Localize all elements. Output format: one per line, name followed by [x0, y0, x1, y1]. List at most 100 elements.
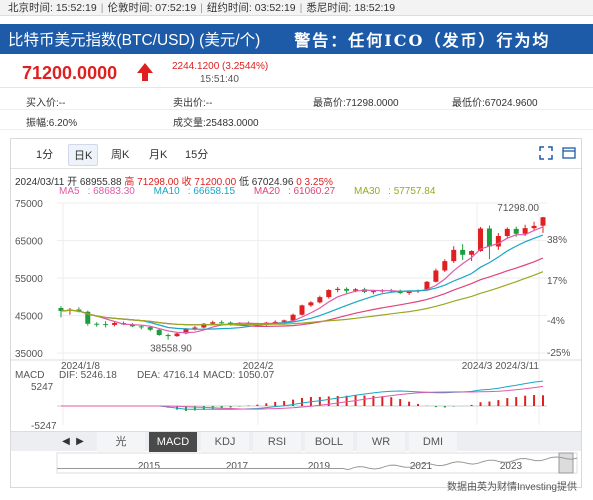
candle [219, 322, 225, 324]
y-tick-label: 75000 [15, 199, 43, 210]
tab-monthly[interactable]: 月K [149, 149, 168, 161]
next-arrow-icon[interactable]: ▶ [76, 436, 84, 447]
warning-banner: 警告：任何ICO（发币）行为均 [294, 31, 551, 50]
candle [228, 322, 234, 325]
ma20-legend: MA20: 61060.27 [253, 186, 336, 197]
buy-price: 买入价:-- [26, 98, 66, 109]
page-title: 比特币美元指数(BTC/USD) (美元/个) [8, 32, 261, 49]
candle [460, 249, 466, 255]
tab-1min[interactable]: 1分 [36, 149, 54, 161]
candle [522, 228, 528, 234]
candle [469, 251, 475, 255]
ma30-legend: MA30: 57757.84 [354, 186, 436, 197]
stats-row: 振幅:6.20% 成交量:25483.0000 [0, 110, 593, 130]
candle [406, 291, 412, 293]
indicator-tab-dmi[interactable]: DMI [409, 431, 457, 452]
ohlc-pct: 0 3.25% [296, 177, 333, 188]
candle [129, 324, 135, 327]
ohlc-open: 开 68955.88 [67, 177, 122, 188]
candle [272, 321, 278, 323]
candle [308, 302, 314, 306]
timeline-year-label: 2017 [226, 461, 249, 472]
indicator-tab-rsi[interactable]: RSI [253, 431, 301, 452]
x-tick-label: 2024/3 [462, 361, 493, 372]
macd-tick-label: 5247 [31, 382, 54, 393]
clock-beijing: 北京时间: 15:52:19 [8, 2, 97, 14]
candle [344, 288, 350, 291]
tab-15min[interactable]: 15分 [185, 149, 209, 161]
macd-dif-label: DIF: 5246.18 [59, 370, 117, 381]
candle [103, 324, 109, 326]
sell-price: 卖出价:-- [173, 98, 213, 109]
prev-arrow-icon[interactable]: ◀ [62, 436, 70, 447]
candle [138, 326, 144, 328]
candle [531, 225, 537, 229]
candle [210, 322, 216, 324]
ohlc-readout: 2024/03/11 开 68955.88 高 71298.00 收 71200… [15, 173, 333, 188]
candle [281, 320, 287, 322]
candle [326, 290, 332, 298]
ma10-legend: MA10: 66658.15 [153, 186, 236, 197]
clock-sydney: 悉尼时间: 18:52:19 [306, 2, 396, 14]
candle [451, 249, 457, 262]
candle [192, 327, 198, 329]
timeline-year-label: 2015 [138, 461, 161, 472]
x-tick-label: 2024/1/8 [61, 361, 100, 372]
ma5-line [60, 226, 544, 334]
y-tick-label: 45000 [15, 312, 43, 323]
y-tick-label: 35000 [15, 349, 43, 360]
candle [478, 228, 484, 251]
candlestick-chart[interactable]: 35000 45000 55000 65000 75000 38% 17% -4% -25% 71… [11, 139, 581, 487]
macd-label: MACD [15, 370, 44, 381]
amplitude: 振幅:6.20% [26, 118, 78, 129]
timeline-sparkline [57, 456, 578, 471]
ohlc-close: 收 71200.00 [181, 177, 237, 188]
indicator-tab-boll[interactable]: BOLL [305, 431, 353, 452]
indicator-tab-macd[interactable]: MACD [149, 431, 197, 452]
ohlc-low: 低 67024.96 [238, 177, 294, 188]
ma20-line [60, 257, 544, 327]
candle [147, 327, 153, 330]
macd-dea-label: DEA: 4716.14 [137, 370, 200, 381]
candle [370, 291, 376, 293]
tab-daily[interactable]: 日K [68, 144, 99, 166]
indicator-tab-light[interactable]: 光 [97, 431, 145, 452]
candle [183, 328, 189, 334]
macd-dea-line [61, 385, 544, 410]
candle [201, 323, 207, 328]
candle [165, 335, 171, 337]
timeline-year-label: 2023 [500, 461, 523, 472]
candle [495, 236, 501, 247]
min-price-label: 38558.90 [150, 344, 192, 355]
stats-row: 买入价:-- 卖出价:-- 最高价:71298.0000 最低价:67024.9… [0, 90, 593, 110]
period-tabs: 1分 日K 周K 月K 15分 [11, 139, 581, 169]
candle [156, 329, 162, 335]
ohlc-date: 2024/03/11 [15, 177, 65, 188]
indicator-tab-kdj[interactable]: KDJ [201, 431, 249, 452]
chart-panel: 1分 日K 周K 月K 15分 2024/03/11 开 68955.88 高 … [10, 138, 582, 488]
ma-legend: MA5: 68683.30 MA10: 66658.15 MA20: 61060… [59, 186, 451, 197]
y-tick-label: 55000 [15, 274, 43, 285]
macd-tick-label: -5247 [31, 421, 57, 432]
fullscreen-icon[interactable] [539, 146, 553, 160]
data-source: 数据由英为财情Investing提供 [446, 482, 577, 493]
x-tick-label: 2024/3/11 [495, 361, 539, 372]
macd-value-label: MACD: 1050.07 [203, 370, 275, 381]
tab-weekly[interactable]: 周K [111, 149, 130, 161]
candle [424, 281, 430, 291]
pct-tick-label: -4% [547, 316, 565, 327]
high-price: 最高价:71298.0000 [313, 98, 399, 109]
clock-london: 伦敦时间: 07:52:19 [107, 2, 197, 14]
world-clock-bar: 北京时间: 15:52:19 | 伦敦时间: 07:52:19 | 纽约时间: 03… [0, 0, 593, 16]
candle [94, 323, 100, 325]
indicator-tab-wr[interactable]: WR [357, 431, 405, 452]
ma5-legend: MA5: 68683.30 [59, 186, 135, 197]
candle [58, 308, 64, 311]
candle [299, 305, 305, 315]
ohlc-high: 高 71298.00 [124, 177, 179, 188]
candle [433, 270, 439, 282]
pct-tick-label: -25% [547, 348, 570, 359]
low-price: 最低价:67024.9600 [452, 98, 538, 109]
settings-icon[interactable] [562, 146, 576, 160]
pct-tick-label: 38% [547, 235, 567, 246]
